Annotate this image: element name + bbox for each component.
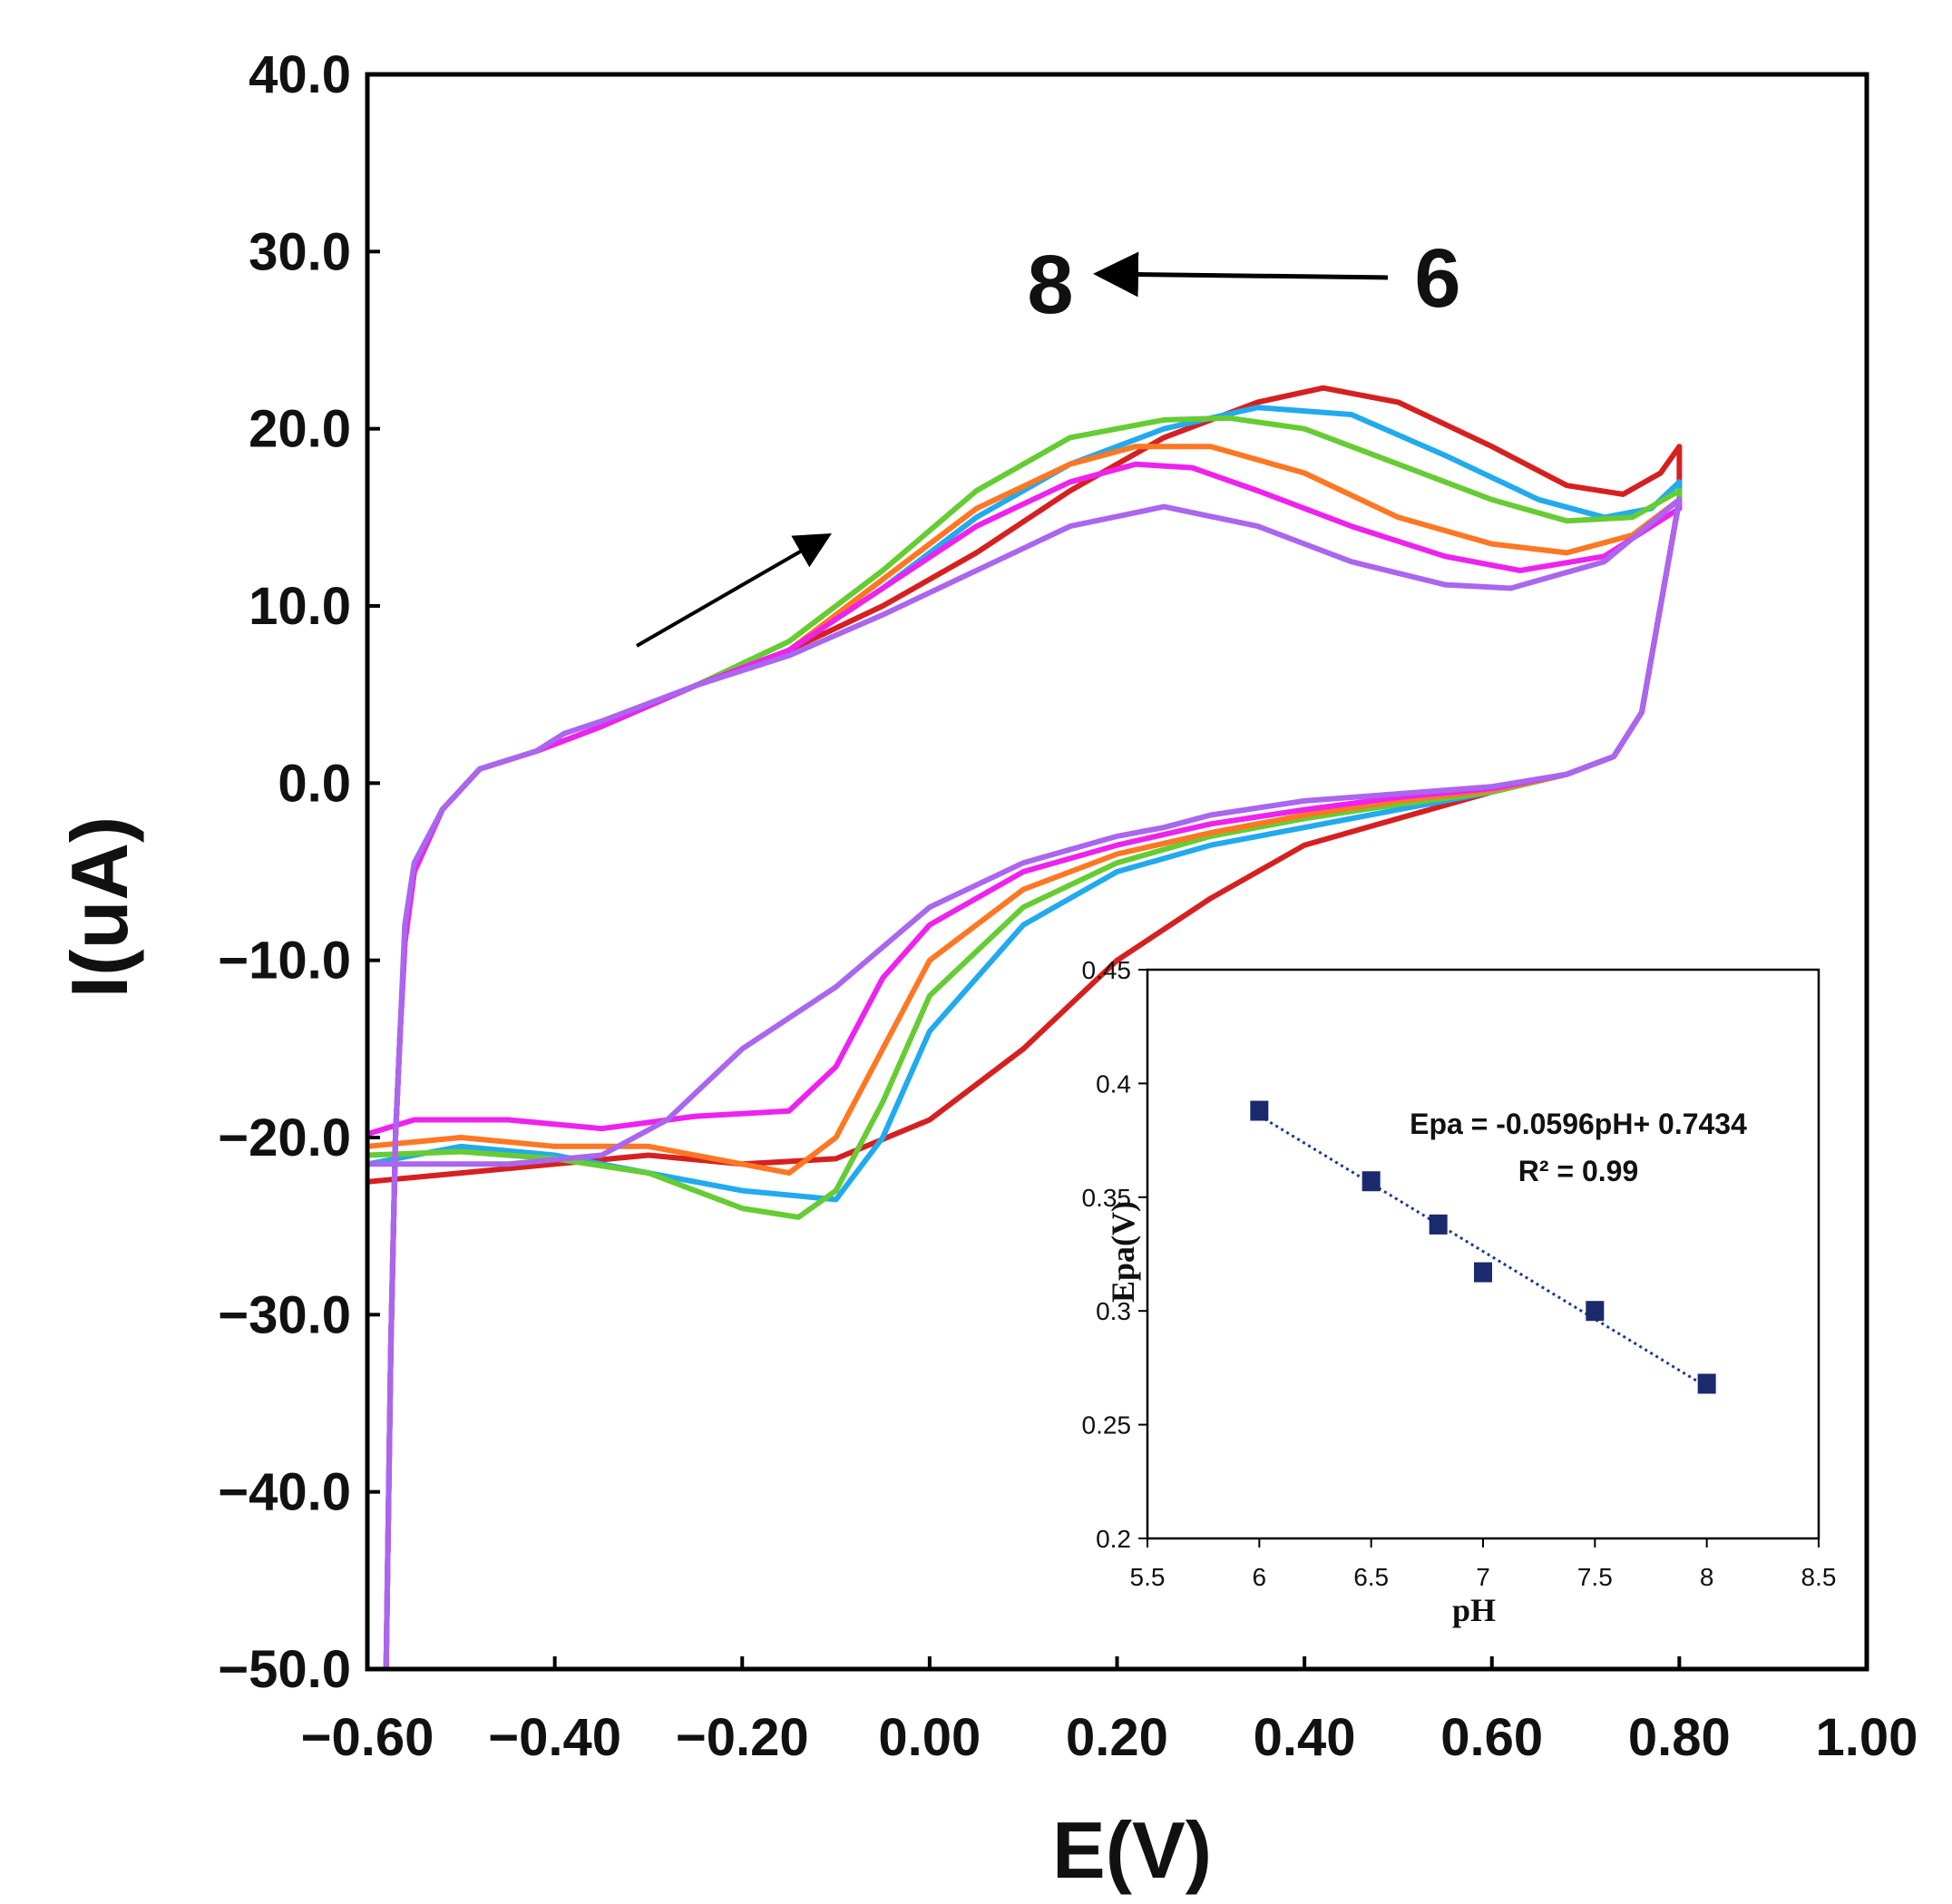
y-tick-label: 20.0 [249, 400, 351, 459]
inset-axis-ticks: 5.5 6 6.5 7 7.5 8 8.5 0.2 0.25 0.3 0.35 0.4 0.45 [1082, 956, 1837, 1591]
main-axis-ticks: −0.60 −0.40 −0.20 0.00 0.20 0.40 0.60 0.80 1.00 −… [218, 45, 1918, 1767]
x-tick-label: 0.20 [1066, 1708, 1168, 1767]
x-tick-label: 0.60 [1440, 1708, 1543, 1767]
y-axis-title: I(uA) [54, 816, 144, 998]
x-tick-label: −0.40 [488, 1708, 621, 1767]
inset-y-tick-label: 0.3 [1096, 1297, 1131, 1325]
inset-x-tick-label: 6 [1253, 1563, 1267, 1591]
y-tick-label: 40.0 [249, 45, 351, 104]
y-tick-label: −50.0 [218, 1640, 351, 1699]
inset-y-axis-title: Epa(V) [1105, 1201, 1141, 1303]
inset-x-tick-label: 6.5 [1353, 1563, 1389, 1591]
scan-direction-arrow [636, 533, 832, 648]
inset-x-tick-label: 5.5 [1130, 1563, 1166, 1591]
x-tick-label: 0.00 [878, 1708, 981, 1767]
y-tick-label: −40.0 [218, 1463, 351, 1522]
x-tick-label: 1.00 [1816, 1708, 1918, 1767]
inset-y-tick-label: 0.4 [1096, 1069, 1131, 1098]
inset-x-axis-title: pH [1452, 1592, 1496, 1628]
cv-series-6 [367, 496, 1683, 1670]
inset-y-tick-label: 0.35 [1082, 1184, 1132, 1212]
inset-fit-line [1258, 1114, 1708, 1389]
inset-data-point [1474, 1262, 1492, 1283]
x-tick-label: −0.20 [676, 1708, 809, 1767]
inset-data-points [1250, 1100, 1716, 1394]
inset-y-tick-label: 0.25 [1082, 1411, 1132, 1440]
x-tick-label: 0.80 [1628, 1708, 1731, 1767]
inset-x-tick-label: 8 [1700, 1563, 1714, 1591]
y-tick-label: 30.0 [249, 222, 351, 281]
inset-x-tick-label: 7 [1476, 1563, 1490, 1591]
inset-data-point [1429, 1214, 1448, 1235]
inset-x-tick-label: 7.5 [1577, 1563, 1613, 1591]
y-tick-label: 10.0 [249, 577, 351, 636]
y-tick-label: 0.0 [278, 754, 351, 813]
linear-fit-line [1258, 1114, 1708, 1389]
cv-curves [366, 385, 1683, 1670]
inset-frame [1146, 968, 1820, 1540]
inset-plot: 5.5 6 6.5 7 7.5 8 8.50.20.250.30.350.40.45 pH … [1082, 956, 1837, 1628]
inset-y-tick-label: 0.45 [1082, 956, 1132, 984]
y-tick-label: −30.0 [218, 1285, 351, 1344]
x-axis-title: E(V) [1052, 1805, 1212, 1895]
y-tick-label: −10.0 [218, 932, 351, 991]
ph-end-label: 8 [1027, 239, 1073, 331]
inset-data-point [1697, 1373, 1716, 1394]
y-tick-label: −20.0 [218, 1108, 351, 1167]
inset-y-tick-label: 0.2 [1096, 1525, 1131, 1553]
inset-data-point [1250, 1100, 1269, 1121]
inset-x-tick-label: 8.5 [1801, 1563, 1837, 1591]
inset-data-point [1362, 1171, 1381, 1192]
ph-shift-arrow [1093, 251, 1389, 298]
inset-data-point [1586, 1301, 1605, 1322]
fit-r-squared: R² = 0.99 [1518, 1155, 1639, 1187]
x-tick-label: 0.40 [1254, 1708, 1356, 1767]
x-tick-label: −0.60 [301, 1708, 434, 1767]
ph-start-label: 6 [1414, 232, 1460, 325]
fit-equation: Epa = -0.0596pH+ 0.7434 [1410, 1108, 1747, 1140]
